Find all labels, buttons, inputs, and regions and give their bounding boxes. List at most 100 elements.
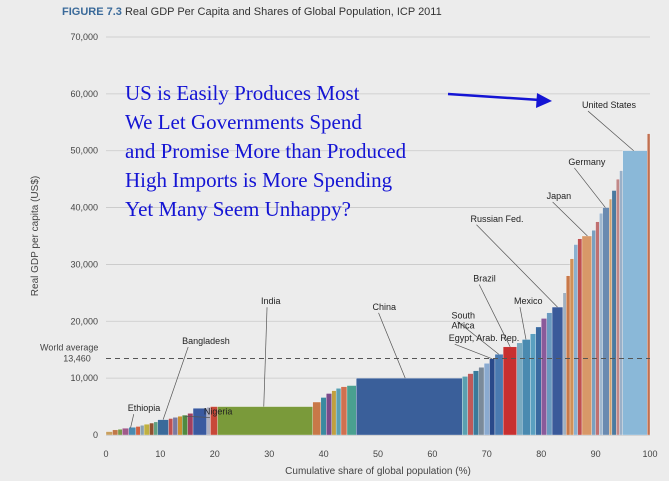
figure-label: FIGURE 7.3 [62, 6, 122, 18]
y-tick-label: 0 [93, 430, 98, 440]
country-label: Bangladesh [182, 336, 230, 346]
gdp-bar [168, 418, 174, 436]
x-axis-title: Cumulative share of global population (%… [285, 466, 471, 477]
x-tick-label: 100 [642, 449, 657, 459]
gdp-bar [551, 306, 564, 436]
overlay-text-line: High Imports is More Spending [125, 168, 393, 192]
gdp-bar [153, 421, 158, 436]
gdp-bar [128, 427, 137, 436]
gdp-bar [157, 419, 169, 436]
x-tick-label: 30 [264, 449, 274, 459]
world-average-label: World average [40, 342, 98, 352]
world-average-value: 13,460 [63, 353, 91, 363]
gdp-bar [172, 417, 178, 436]
gdp-bar [320, 397, 327, 436]
x-tick-label: 70 [482, 449, 492, 459]
gdp-bar [577, 238, 583, 436]
country-label: Russian Fed. [470, 214, 523, 224]
leader-line [378, 312, 406, 379]
gdp-bar [467, 373, 474, 436]
leader-line [130, 414, 135, 429]
leader-line [552, 201, 588, 237]
country-label: Japan [547, 191, 572, 201]
leader-line [263, 307, 268, 407]
gdp-bar [622, 150, 648, 436]
gdp-bar [331, 390, 337, 436]
country-label: Mexico [514, 296, 543, 306]
figure-title-text: Real GDP Per Capita and Shares of Global… [124, 6, 442, 18]
gdp-bar [140, 425, 145, 436]
y-axis-title: Real GDP per capita (US$) [30, 176, 41, 296]
gdp-bar [143, 424, 150, 436]
leader-line [457, 321, 499, 355]
gdp-bar [611, 190, 617, 436]
gdp-bar [346, 385, 357, 436]
gdp-bar [473, 370, 479, 436]
gdp-bar [566, 275, 571, 436]
gdp-bar [494, 354, 504, 436]
x-tick-label: 90 [591, 449, 601, 459]
leader-line [162, 346, 189, 420]
country-label: South [451, 310, 475, 320]
gdp-bar [312, 401, 322, 436]
gdp-bar [602, 207, 610, 436]
gdp-bar [112, 429, 119, 436]
country-label: Ethiopia [128, 403, 161, 413]
gdp-bar [591, 230, 596, 436]
gdp-bar [569, 258, 574, 436]
x-tick-label: 0 [103, 449, 108, 459]
gdp-bar [122, 428, 129, 436]
country-label: Brazil [473, 273, 496, 283]
gdp-bar [177, 416, 183, 436]
gdp-bar [522, 339, 531, 436]
gdp-bar [595, 221, 600, 436]
leader-line [184, 415, 210, 418]
gdp-bar [135, 426, 141, 436]
gdp-bar [647, 133, 651, 436]
gdp-bar [149, 422, 155, 436]
gdp-bar [335, 388, 342, 436]
y-tick-label: 50,000 [70, 146, 98, 156]
overlay-text-line: and Promise More than Produced [125, 139, 407, 163]
gdp-bar [546, 312, 553, 436]
gdp-bar [562, 292, 567, 436]
x-tick-label: 60 [427, 449, 437, 459]
country-label: Africa [451, 320, 474, 330]
gdp-bar [599, 213, 603, 436]
overlay-text-line: Yet Many Seem Unhappy? [125, 197, 351, 221]
leader-line [454, 343, 493, 360]
gdp-bar [483, 363, 490, 436]
gdp-bar [502, 346, 517, 436]
overlay-arrow-shaft [447, 92, 541, 102]
gdp-bar [489, 358, 496, 436]
leader-line [574, 167, 606, 208]
country-label: India [261, 296, 281, 306]
gdp-bar [326, 393, 332, 436]
gdp-bar [340, 386, 348, 436]
gdp-bar [616, 178, 620, 436]
gdp-bar [541, 318, 547, 436]
x-tick-label: 80 [536, 449, 546, 459]
y-tick-label: 70,000 [70, 32, 98, 42]
country-label: Egypt, Arab. Rep. [449, 333, 520, 343]
gdp-bar [356, 377, 463, 436]
gdp-bar [478, 367, 485, 436]
y-tick-label: 10,000 [70, 373, 98, 383]
gdp-bar [535, 326, 542, 436]
y-tick-label: 60,000 [70, 89, 98, 99]
country-label: United States [582, 100, 637, 110]
x-tick-label: 10 [155, 449, 165, 459]
overlay-text-line: US is Easily Produces Most [125, 81, 360, 105]
x-tick-label: 50 [373, 449, 383, 459]
gdp-bar [516, 342, 523, 436]
figure-title: FIGURE 7.3 Real GDP Per Capita and Share… [62, 6, 442, 18]
overlay-text-line: We Let Governments Spend [125, 110, 362, 134]
gdp-bar [609, 198, 613, 436]
y-tick-label: 30,000 [70, 259, 98, 269]
gdp-bar [105, 431, 113, 436]
x-tick-label: 20 [210, 449, 220, 459]
y-tick-label: 40,000 [70, 203, 98, 213]
y-tick-label: 20,000 [70, 316, 98, 326]
